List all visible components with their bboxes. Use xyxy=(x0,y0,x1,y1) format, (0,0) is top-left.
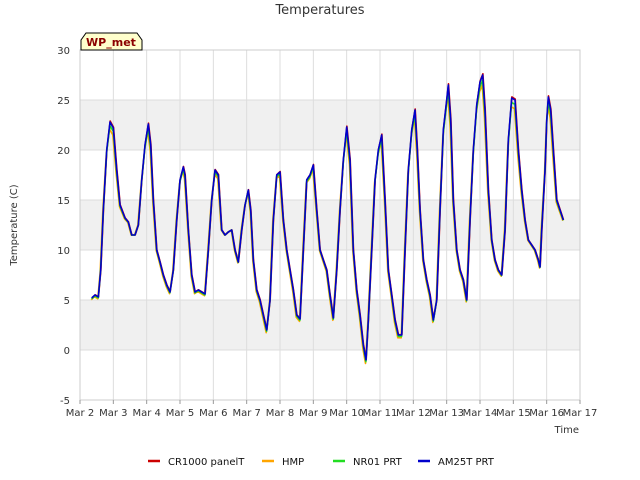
badge-label: WP_met xyxy=(86,36,136,49)
x-tick-label: Mar 13 xyxy=(429,408,464,419)
badge-shape xyxy=(80,32,143,51)
x-axis-title: Time xyxy=(554,425,579,436)
y-tick-label: 5 xyxy=(64,296,70,307)
series-line-am25t-prt xyxy=(91,74,565,361)
x-tick-label: Mar 8 xyxy=(266,408,294,419)
y-axis-title: Temperature (C) xyxy=(9,184,20,266)
y-tick-label: 20 xyxy=(57,146,70,157)
plot-frame xyxy=(79,49,581,401)
x-tick-label: Mar 6 xyxy=(199,408,227,419)
y-tick-label: 30 xyxy=(57,46,70,57)
legend-label: HMP xyxy=(282,457,304,468)
series-lines xyxy=(90,73,565,365)
x-tick-label: Mar 10 xyxy=(329,408,364,419)
x-tick-label: Mar 16 xyxy=(529,408,564,419)
x-tick-label: Mar 12 xyxy=(396,408,431,419)
y-tick-label: 25 xyxy=(57,96,70,107)
chart-title: Temperatures xyxy=(274,3,364,18)
x-tick-label: Mar 14 xyxy=(463,408,498,419)
y-tick-label: 15 xyxy=(57,196,70,207)
legend-label: NR01 PRT xyxy=(353,457,403,468)
x-tick-label: Mar 15 xyxy=(496,408,531,419)
x-tick-label: Mar 5 xyxy=(166,408,194,419)
x-tick-label: Mar 17 xyxy=(563,408,598,419)
x-tick-label: Mar 3 xyxy=(99,408,127,419)
x-tick-label: Mar 7 xyxy=(232,408,260,419)
wp-met-badge: WP_met xyxy=(80,32,143,51)
band-0 xyxy=(80,300,580,350)
y-tick-label: 10 xyxy=(57,246,70,257)
plot-bands xyxy=(80,100,580,350)
x-tick-label: Mar 11 xyxy=(363,408,398,419)
x-axis-ticks: Mar 2 Mar 3 Mar 4 Mar 5 Mar 6 Mar 7 Mar 8 Mar 9… xyxy=(66,400,598,419)
legend-label: AM25T PRT xyxy=(438,457,495,468)
y-axis-ticks: -5 0 5 10 15 20 25 30 xyxy=(57,46,70,407)
band-2 xyxy=(80,100,580,150)
x-tick-label: Mar 4 xyxy=(132,408,160,419)
y-tick-label: 0 xyxy=(64,346,70,357)
legend: CR1000 panelT HMP NR01 PRT AM25T PRT xyxy=(148,457,495,468)
x-tick-label: Mar 9 xyxy=(299,408,327,419)
y-tick-label: -5 xyxy=(60,396,70,407)
band-1 xyxy=(80,200,580,250)
x-tick-label: Mar 2 xyxy=(66,408,94,419)
legend-label: CR1000 panelT xyxy=(168,457,245,468)
